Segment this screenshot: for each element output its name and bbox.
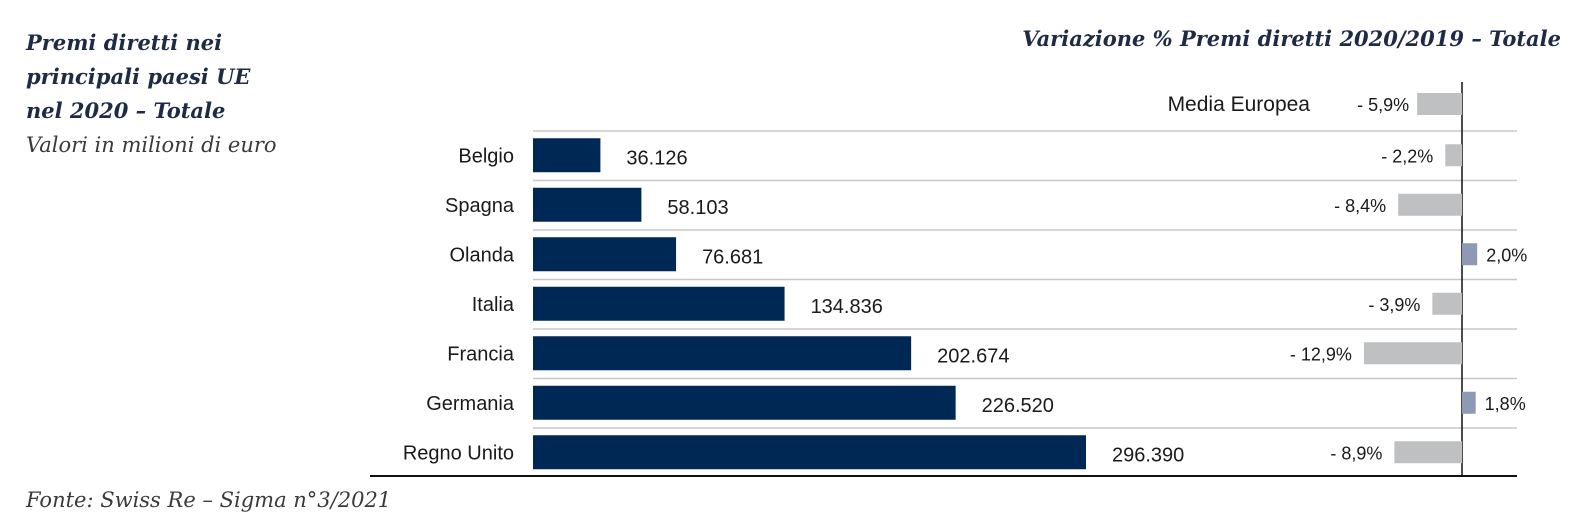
premi-bar [533,435,1086,470]
category-label: Spagna [445,195,515,217]
premi-bar [533,385,956,420]
source-note: Fonte: Swiss Re – Sigma n°3/2021 [26,488,392,512]
chart-subtitle: Valori in milioni di euro [26,133,277,157]
chart-title-line-1: Premi diretti nei [26,30,223,55]
average-value-label: - 5,9% [1357,95,1409,115]
premi-value-label: 226.520 [982,395,1054,417]
category-label: Germania [426,393,515,415]
variation-value-label: - 12,9% [1290,344,1352,364]
variation-bar [1445,144,1462,167]
premi-bar [533,237,677,272]
variation-bar [1462,243,1478,266]
variation-value-label: - 2,2% [1381,146,1433,166]
premi-value-label: 202.674 [937,345,1009,367]
variation-bar [1432,292,1462,315]
category-label: Belgio [458,145,514,167]
variation-bar [1462,391,1476,414]
title-block: Premi diretti nei principali paesi UE ne… [26,26,277,162]
variation-value-label: - 8,4% [1334,196,1386,216]
category-label: Olanda [450,244,515,266]
variation-bar [1398,193,1462,216]
premi-value-label: 134.836 [811,296,883,318]
premi-value-label: 296.390 [1112,444,1184,466]
category-label: Regno Unito [403,442,514,464]
variation-chart-title: Variazione % Premi diretti 2020/2019 – T… [1022,26,1561,51]
category-label: Francia [447,343,515,365]
premi-bar [533,187,642,222]
average-label: Media Europea [1168,93,1311,116]
category-label: Italia [472,294,515,316]
variation-value-label: 2,0% [1486,245,1527,265]
premi-value-label: 76.681 [702,246,763,268]
chart-title-line-3: nel 2020 – Totale [26,98,226,123]
chart-title-line-2: principali paesi UE [26,64,251,89]
premi-bar [533,286,785,321]
premi-bar [533,138,601,173]
premi-value-label: 58.103 [667,197,728,219]
variation-value-label: 1,8% [1485,394,1526,414]
premi-bar [533,336,912,371]
premi-value-label: 36.126 [626,147,687,169]
variation-bar [1394,441,1462,464]
variation-value-label: - 8,9% [1330,443,1382,463]
average-variation-bar [1417,93,1462,115]
variation-bar [1363,342,1462,365]
variation-value-label: - 3,9% [1368,295,1420,315]
